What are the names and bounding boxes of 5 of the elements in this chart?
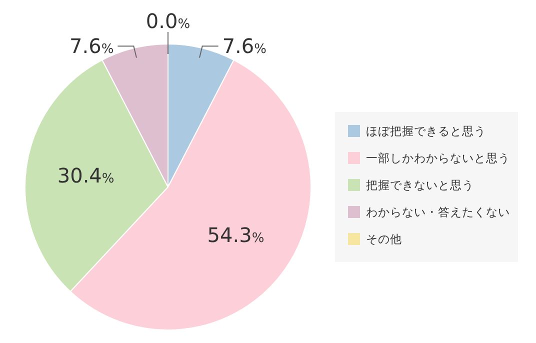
legend-label: 一部しかわからないと思う xyxy=(366,151,510,165)
legend-label: ほぼ把握できると思う xyxy=(366,124,486,138)
legend-label: わからない・答えたくない xyxy=(366,205,510,219)
legend-label: その他 xyxy=(366,232,402,246)
legend-label: 把握できないと思う xyxy=(366,178,474,192)
